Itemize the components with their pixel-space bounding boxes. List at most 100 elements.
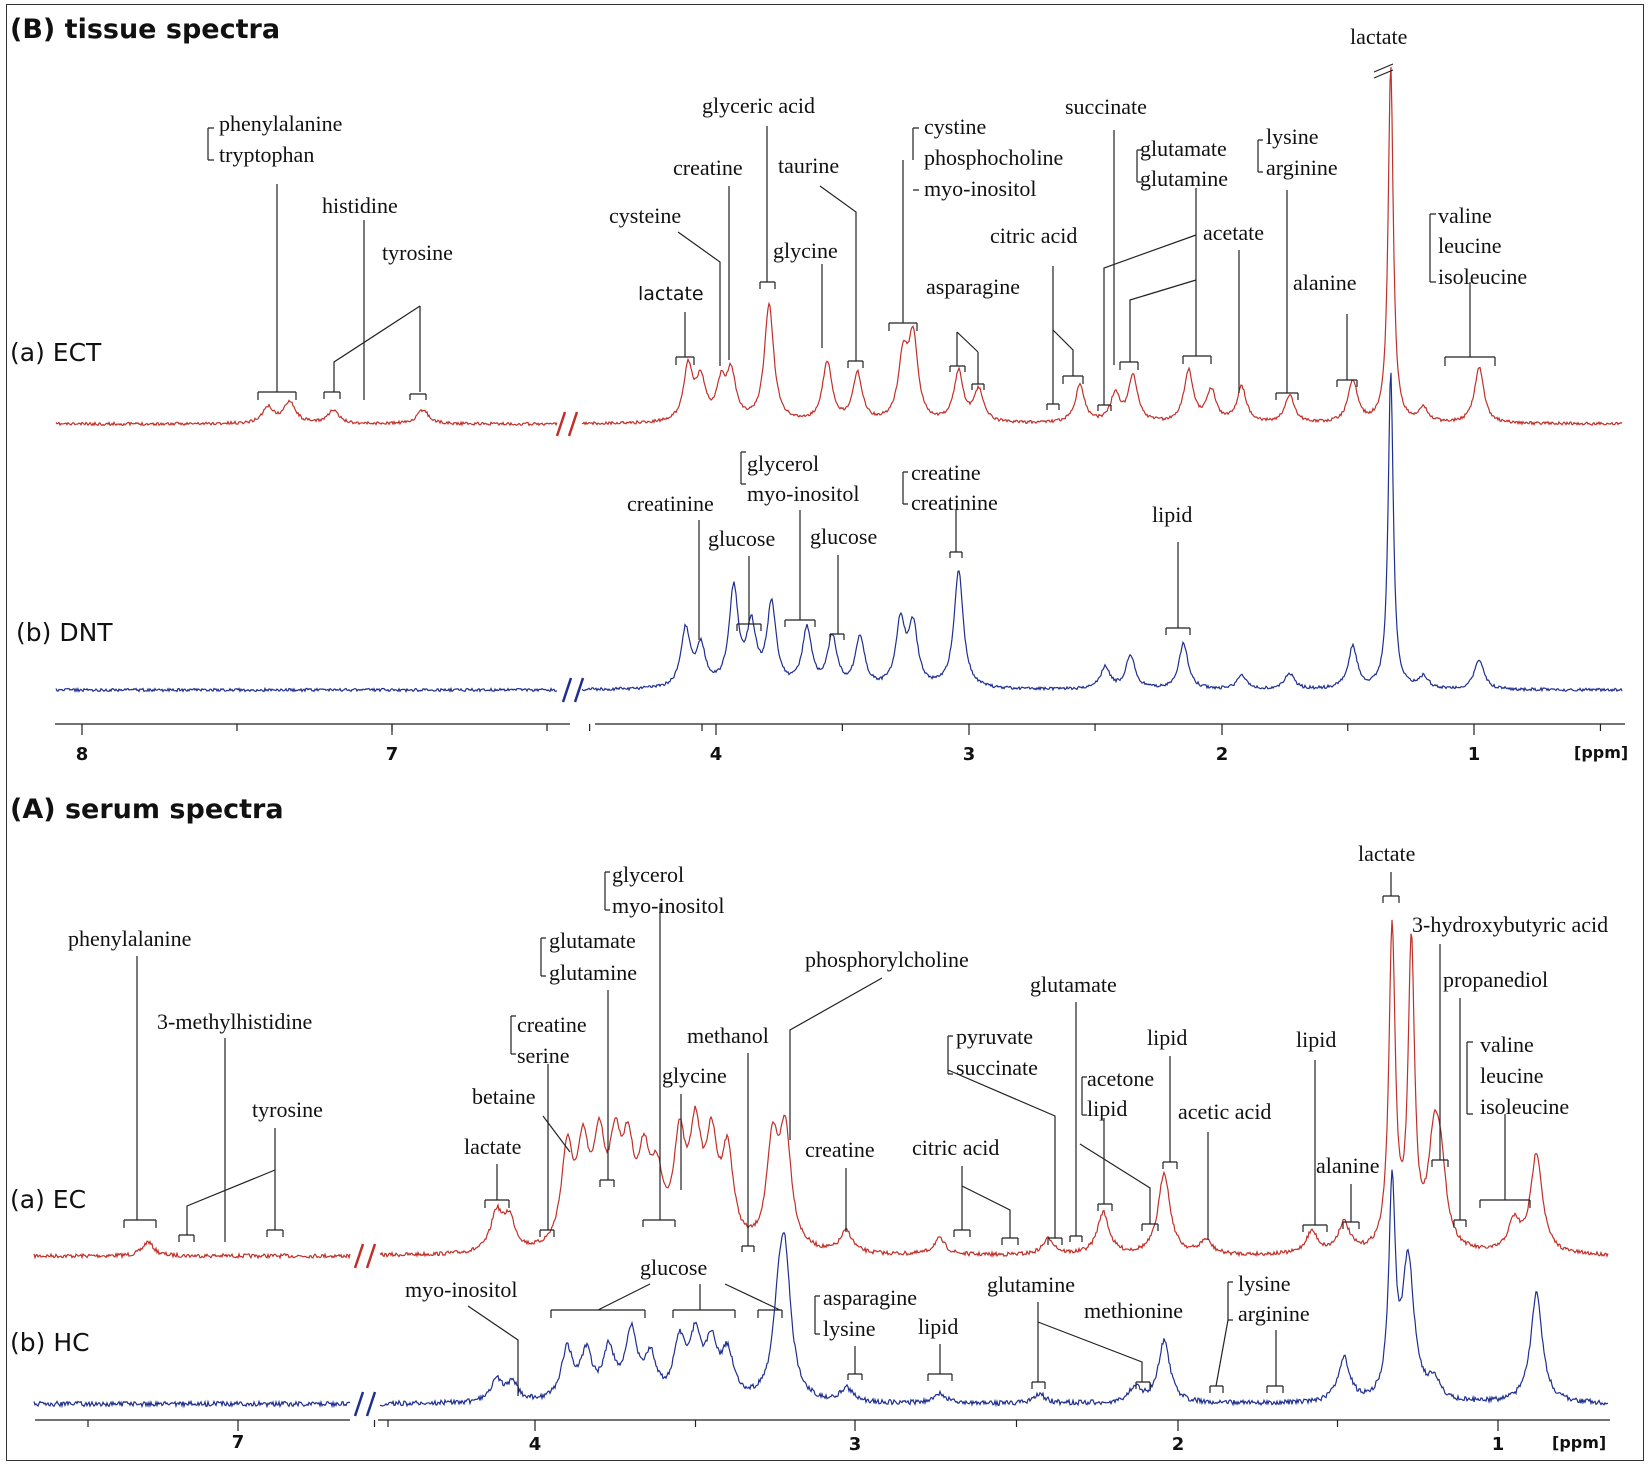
label-creatine: creatine xyxy=(911,460,981,485)
series-label-dnt: (b) DNT xyxy=(16,618,113,647)
label-phosphocholine: phosphocholine xyxy=(924,145,1063,170)
label-lysine: lysine xyxy=(1266,124,1319,149)
label-glutamine: glutamine xyxy=(549,960,637,985)
label-valine: valine xyxy=(1438,203,1492,228)
axis-break-mark xyxy=(353,1391,377,1417)
label-myo-inositol: myo-inositol xyxy=(405,1277,517,1302)
label-lipid: lipid xyxy=(1152,502,1192,527)
label-glyceric-acid: glyceric acid xyxy=(702,93,815,118)
label-phenylalanine: phenylalanine xyxy=(68,926,191,951)
tick-label: 1 xyxy=(1492,1434,1505,1455)
annotations-hc: myo-inositol glucose asparagine lysine l… xyxy=(405,1255,1310,1396)
label-glycine: glycine xyxy=(662,1063,727,1088)
label-phenylalanine: phenylalanine xyxy=(219,111,342,136)
label-glycerol: glycerol xyxy=(612,862,684,887)
label-isoleucine: isoleucine xyxy=(1480,1094,1569,1119)
label-glucose: glucose xyxy=(708,526,775,551)
label-tyrosine: tyrosine xyxy=(252,1097,323,1122)
tick-label: 4 xyxy=(710,744,723,765)
tick-label: 7 xyxy=(232,1432,245,1453)
axis-break-mark xyxy=(561,677,585,703)
series-label-ect: (a) ECT xyxy=(10,338,102,367)
label-valine: valine xyxy=(1480,1032,1534,1057)
label-succinate: succinate xyxy=(1065,94,1147,119)
label-creatinine: creatinine xyxy=(911,490,998,515)
label-glycine: glycine xyxy=(773,238,838,263)
label-lipid: lipid xyxy=(1147,1025,1187,1050)
annotations-ec: phenylalanine 3-methylhistidine tyrosine… xyxy=(68,841,1608,1252)
label-alanine: alanine xyxy=(1316,1153,1380,1178)
series-label-ec: (a) EC xyxy=(10,1185,86,1214)
label-pyruvate: pyruvate xyxy=(956,1024,1033,1049)
tick-label: 4 xyxy=(529,1434,542,1455)
label-taurine: taurine xyxy=(778,153,839,178)
label-3-hydroxybutyric-acid: 3-hydroxybutyric acid xyxy=(1412,912,1608,937)
label-lactate: lactate xyxy=(638,283,704,305)
label-glutamate: glutamate xyxy=(1030,972,1117,997)
label-acetate: acetate xyxy=(1203,220,1264,245)
label-leucine: leucine xyxy=(1480,1063,1544,1088)
label-lipid: lipid xyxy=(1087,1096,1127,1121)
spectrum-ect xyxy=(55,66,1623,427)
tick-label: 2 xyxy=(1172,1434,1185,1455)
label-asparagine: asparagine xyxy=(823,1285,917,1310)
label-lysine: lysine xyxy=(1238,1271,1291,1296)
spectrum-hc xyxy=(33,1169,1609,1409)
label-creatine: creatine xyxy=(673,155,743,180)
label-phosphorylcholine: phosphorylcholine xyxy=(805,947,969,972)
label-cystine: cystine xyxy=(924,114,986,139)
label-lysine: lysine xyxy=(823,1316,876,1341)
label-lipid: lipid xyxy=(1296,1027,1336,1052)
label-citric-acid: citric acid xyxy=(912,1135,999,1160)
label-acetone: acetone xyxy=(1087,1066,1154,1091)
label-asparagine: asparagine xyxy=(926,274,1020,299)
label-succinate: succinate xyxy=(956,1055,1038,1080)
panel-tissue: (B) tissue spectra (a) ECT (b) DNT 8 7 4… xyxy=(10,14,1628,765)
label-isoleucine: isoleucine xyxy=(1438,264,1527,289)
label-leucine: leucine xyxy=(1438,233,1502,258)
figure-frame xyxy=(6,4,1644,1461)
label-tryptophan: tryptophan xyxy=(219,142,314,167)
tick-label: 3 xyxy=(963,744,976,765)
x-axis-unit: [ppm] xyxy=(1552,1433,1606,1452)
annotations-dnt: creatinine glycerol myo-inositol glucose… xyxy=(627,451,1192,640)
tick-label: 3 xyxy=(849,1434,862,1455)
label-citric-acid: citric acid xyxy=(990,223,1077,248)
label-arginine: arginine xyxy=(1266,155,1338,180)
spectrum-ec xyxy=(33,919,1609,1260)
label-myo-inositol: myo-inositol xyxy=(747,481,859,506)
label-glutamine: glutamine xyxy=(1140,166,1228,191)
spectrum-dnt xyxy=(55,372,1623,693)
label-glutamate: glutamate xyxy=(549,928,636,953)
label-creatine: creatine xyxy=(517,1012,587,1037)
x-axis-unit: [ppm] xyxy=(1574,743,1628,762)
label-glutamine: glutamine xyxy=(987,1272,1075,1297)
label-methionine: methionine xyxy=(1084,1298,1183,1323)
label-glycerol: glycerol xyxy=(747,451,819,476)
panel-title: (A) serum spectra xyxy=(10,794,284,825)
label-creatine: creatine xyxy=(805,1137,875,1162)
label-lactate-top: lactate xyxy=(1358,841,1415,866)
label-lactate: lactate xyxy=(464,1134,521,1159)
label-3-methylhistidine: 3-methylhistidine xyxy=(157,1009,312,1034)
label-cysteine: cysteine xyxy=(609,203,681,228)
series-label-hc: (b) HC xyxy=(10,1328,90,1357)
tick-label: 2 xyxy=(1216,744,1229,765)
panel-serum: (A) serum spectra (a) EC (b) HC 7 4 3 2 … xyxy=(10,794,1610,1455)
label-glucose: glucose xyxy=(640,1255,707,1280)
tick-label: 7 xyxy=(386,744,399,765)
label-myo-inositol: myo-inositol xyxy=(924,176,1036,201)
label-tyrosine: tyrosine xyxy=(382,240,453,265)
label-methanol: methanol xyxy=(687,1023,769,1048)
label-alanine: alanine xyxy=(1293,270,1357,295)
axis-break-mark xyxy=(353,1243,377,1269)
label-lipid: lipid xyxy=(918,1314,958,1339)
tick-label: 8 xyxy=(76,744,89,765)
tick-label: 1 xyxy=(1468,744,1481,765)
label-propanediol: propanediol xyxy=(1443,967,1548,992)
panel-title: (B) tissue spectra xyxy=(10,14,280,45)
label-creatinine: creatinine xyxy=(627,491,714,516)
label-betaine: betaine xyxy=(472,1084,536,1109)
label-myo-inositol: myo-inositol xyxy=(612,893,724,918)
label-serine: serine xyxy=(517,1043,570,1068)
